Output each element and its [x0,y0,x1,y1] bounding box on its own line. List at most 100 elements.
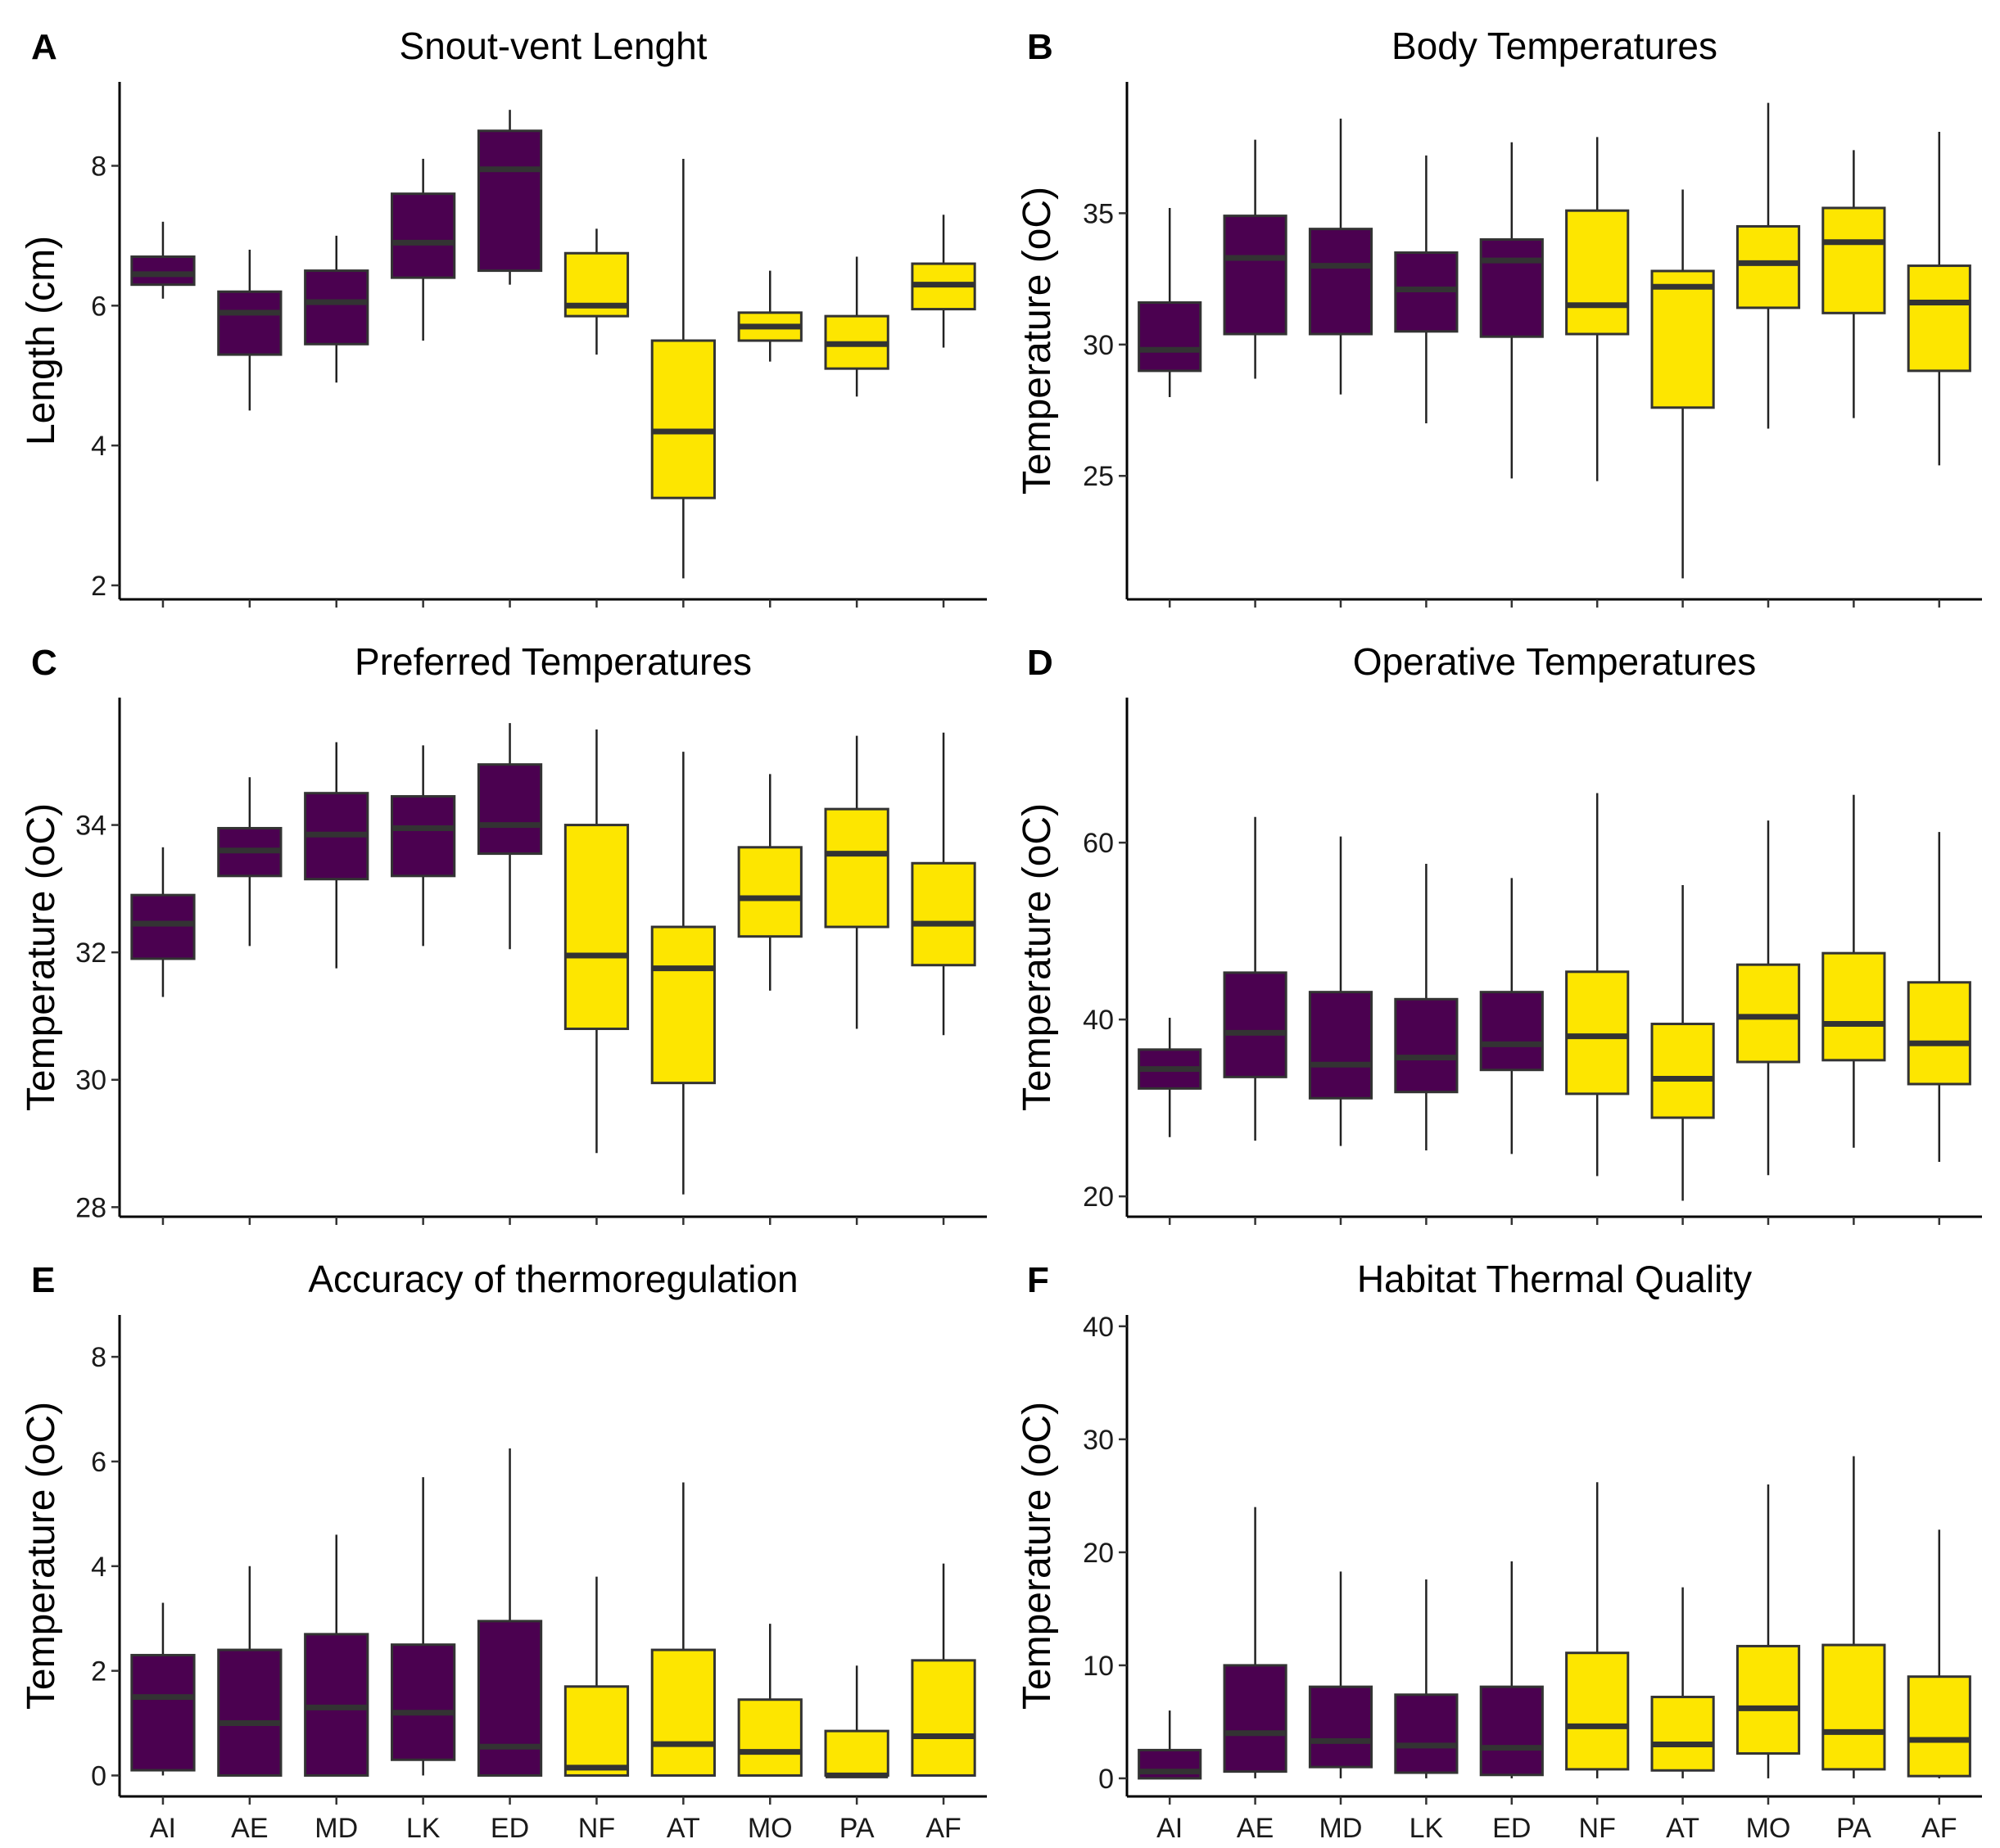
y-axis-title: Temperature (oC) [1016,187,1059,495]
panel-letter: D [1027,643,1053,683]
panel-b: B Body Temperatures Temperature (oC) 25 30 35 [1016,25,1982,608]
box-at [1650,1587,1715,1778]
iqr-box [563,824,630,1031]
box-at [1650,189,1715,579]
iqr-box [130,893,196,960]
iqr-box [563,1685,630,1777]
y-tick-label: 40 [1083,1005,1114,1036]
box-ed [1479,1561,1544,1778]
box-ai [130,1602,196,1776]
box-md [304,742,369,969]
x-tick-label: ED [491,1813,529,1844]
panel-f: F Habitat Thermal Quality Temperature (oC)… [1016,1258,1982,1844]
box-pa [824,256,889,397]
x-tick-label: AE [231,1813,268,1844]
iqr-box [477,129,543,273]
iqr-box [824,807,889,929]
x-tick-label: AF [925,1813,961,1844]
box-nf [563,228,630,355]
y-tick-label: 0 [1098,1764,1114,1795]
box-ae [217,249,283,411]
x-tick-label: LK [406,1813,441,1844]
y-tick-label: 35 [1083,198,1114,229]
y-tick-label: 40 [1083,1312,1114,1343]
iqr-box [1907,1675,1971,1778]
iqr-box [1223,971,1287,1078]
iqr-box [1565,209,1630,336]
panel-letter: B [1027,27,1053,67]
y-axis-title: Length (cm) [20,236,63,445]
box-md [1308,836,1373,1146]
box-nf [563,729,630,1154]
iqr-box [1308,991,1373,1100]
iqr-box [1394,1693,1459,1774]
iqr-box [650,925,716,1085]
box-lk [1394,1579,1459,1778]
x-tick-label: AE [1237,1813,1274,1844]
box-ai [1138,207,1202,397]
box-lk [391,745,456,947]
x-tick-label: MO [1746,1813,1791,1844]
x-tick-label: MD [1319,1813,1363,1844]
y-axis-title: Temperature (oC) [1016,1402,1059,1710]
box-mo [737,774,803,991]
iqr-box [911,1659,976,1777]
x-tick-label: AT [1666,1813,1699,1844]
box-ae [1223,816,1287,1141]
y-tick-label: 8 [91,151,106,182]
iqr-box [1223,1664,1287,1773]
y-tick-label: 8 [91,1342,106,1373]
box-af [911,215,976,348]
iqr-box [737,846,803,938]
iqr-box [391,192,456,279]
y-tick-label: 20 [1083,1182,1114,1213]
iqr-box [1479,991,1544,1072]
panel-letter: C [31,643,57,683]
x-tick-label: ED [1492,1813,1531,1844]
y-tick-label: 28 [75,1192,106,1223]
box-pa [1821,150,1886,418]
x-tick-label: NF [1579,1813,1616,1844]
panel-title: Habitat Thermal Quality [1357,1258,1752,1300]
y-tick-label: 30 [1083,330,1114,361]
box-ae [217,777,283,947]
box-ed [477,723,543,950]
x-tick-label: PA [1836,1813,1871,1844]
iqr-box [477,1620,543,1777]
box-lk [391,158,456,341]
iqr-box [1650,269,1715,409]
box-ed [1479,142,1544,479]
x-tick-label: PA [839,1813,875,1844]
y-tick-label: 2 [91,571,106,602]
iqr-box [1821,951,1886,1062]
y-tick-label: 34 [75,811,106,842]
panel-letter: F [1027,1260,1049,1300]
y-axis-title: Temperature (oC) [1016,803,1059,1111]
box-pa [824,1665,889,1778]
panel-a: A Snout-vent Lenght Length (cm) 2 4 6 8 [20,25,987,608]
box-mo [737,270,803,362]
iqr-box [1907,264,1971,373]
box-nf [1565,137,1630,481]
box-af [911,732,976,1036]
box-ai [1138,1017,1202,1137]
y-tick-label: 25 [1083,461,1114,492]
y-tick-label: 32 [75,938,106,969]
box-ed [477,1448,543,1777]
iqr-box [391,795,456,878]
box-nf [563,1576,630,1777]
y-tick-label: 4 [91,431,106,462]
box-nf [1565,1482,1630,1778]
box-ai [130,221,196,299]
box-lk [1394,864,1459,1150]
box-af [1907,131,1971,466]
panel-title: Operative Temperatures [1353,640,1757,683]
y-tick-label: 20 [1083,1538,1114,1569]
x-tick-label: AF [1921,1813,1957,1844]
iqr-box [1308,1685,1373,1769]
iqr-box [217,1648,283,1777]
box-ed [1479,878,1544,1154]
panel-title: Body Temperatures [1391,25,1717,67]
iqr-box [130,255,196,287]
iqr-box [1821,1643,1886,1771]
